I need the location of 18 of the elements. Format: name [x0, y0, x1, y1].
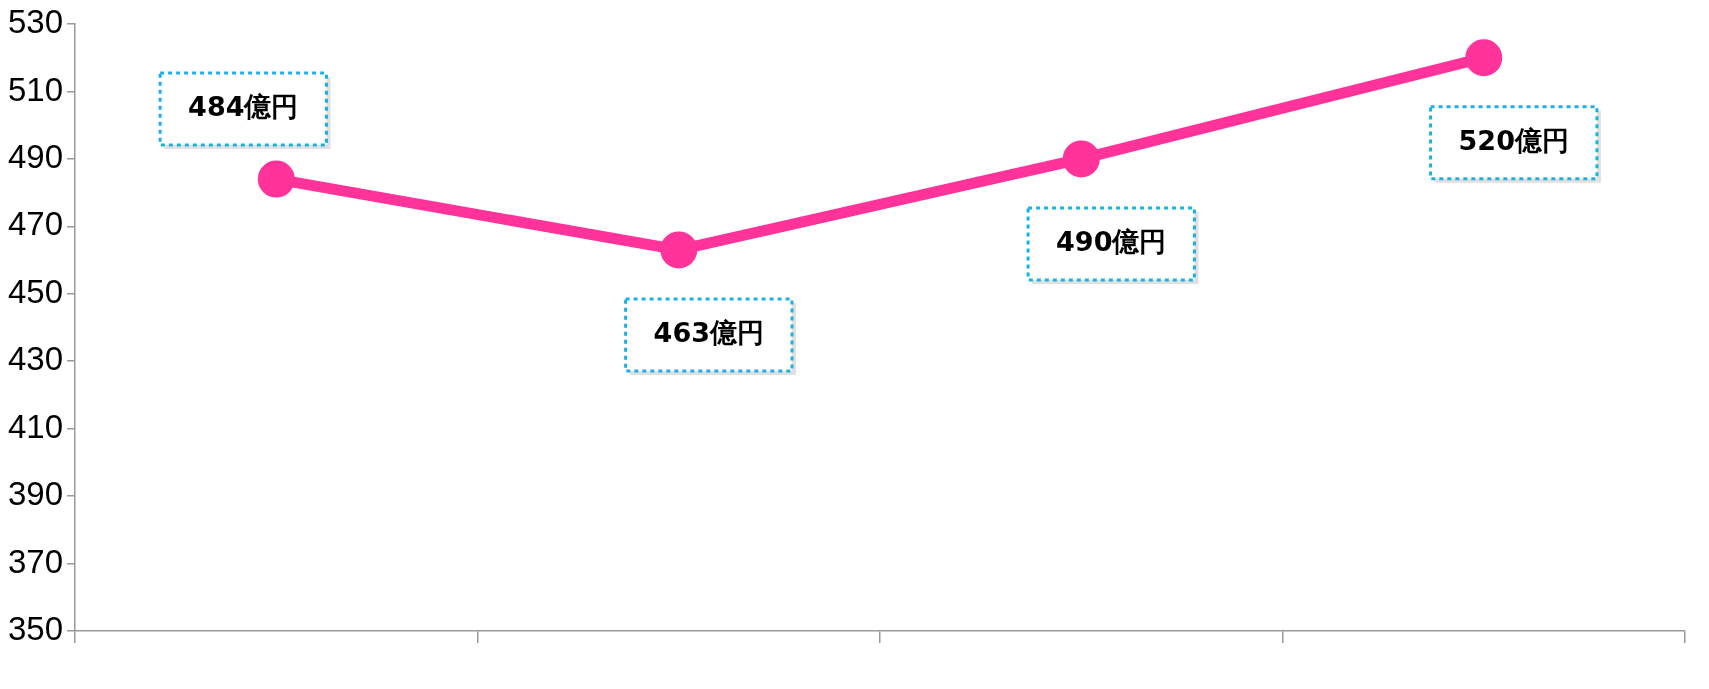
y-tick-label: 490	[8, 137, 64, 175]
point	[1062, 140, 1100, 178]
y-tick-label: 350	[8, 610, 64, 648]
point	[1465, 39, 1503, 77]
y-tick-label: 470	[8, 205, 64, 243]
point	[660, 231, 698, 269]
data-label: 463億円	[653, 316, 764, 348]
y-tick-label: 510	[8, 70, 64, 108]
data-label: 520億円	[1458, 124, 1569, 156]
data-label: 490億円	[1056, 225, 1167, 257]
point	[257, 160, 295, 198]
y-tick-label: 410	[8, 407, 64, 445]
y-tick-label: 390	[8, 475, 64, 513]
y-tick-label: 430	[8, 340, 64, 378]
y-tick-label: 370	[8, 542, 64, 580]
y-tick-label: 450	[8, 272, 64, 310]
data-label: 484億円	[188, 91, 299, 123]
y-tick-label: 530	[8, 3, 64, 41]
